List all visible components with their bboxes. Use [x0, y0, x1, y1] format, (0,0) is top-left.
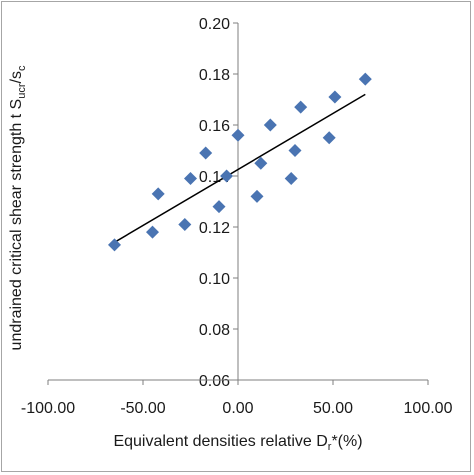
data-point [288, 144, 302, 157]
data-point [220, 169, 234, 183]
data-point [178, 217, 192, 231]
data-point [328, 90, 342, 104]
data-point [108, 238, 121, 252]
y-tick-label: 0.16 [199, 118, 230, 135]
trendline [114, 93, 366, 243]
data-point [294, 100, 308, 114]
data-point [358, 72, 372, 86]
data-point [231, 128, 245, 142]
y-tick-label: 0.06 [199, 373, 230, 390]
x-tick-label: 0.00 [222, 400, 253, 417]
y-tick-label: 0.12 [199, 220, 230, 237]
data-point [284, 172, 298, 186]
y-tick-label: 0.10 [199, 271, 230, 288]
data-point [263, 118, 277, 132]
x-tick-label: 100.00 [404, 400, 453, 417]
data-point [322, 131, 336, 145]
y-axis-title: undrained critical shear strength t Sucr… [8, 65, 28, 350]
data-point [250, 189, 264, 203]
x-axis-title: Equivalent densities relative Dr*(%) [113, 433, 362, 453]
y-tick-label: 0.14 [199, 169, 230, 186]
x-axis-ticks: -100.00 -50.00 0.00 50.00 100.00 [21, 400, 453, 417]
y-axis-tick-marks [233, 22, 238, 381]
data-point [212, 200, 226, 214]
data-point [199, 146, 213, 160]
data-points [108, 72, 372, 252]
x-tick-label: -50.00 [120, 400, 165, 417]
y-tick-label: 0.20 [199, 16, 230, 33]
y-tick-label: 0.18 [199, 67, 230, 84]
x-axis-tick-marks [47, 380, 429, 385]
x-tick-label: 50.00 [313, 400, 353, 417]
data-point [254, 156, 268, 170]
data-point [146, 225, 159, 239]
y-axis-ticks: 0.06 0.08 0.10 0.12 0.14 0.16 0.18 0.20 [199, 16, 230, 390]
data-point [151, 187, 165, 201]
y-tick-label: 0.08 [199, 322, 230, 339]
x-tick-label: -100.00 [21, 400, 75, 417]
data-point [184, 172, 197, 186]
